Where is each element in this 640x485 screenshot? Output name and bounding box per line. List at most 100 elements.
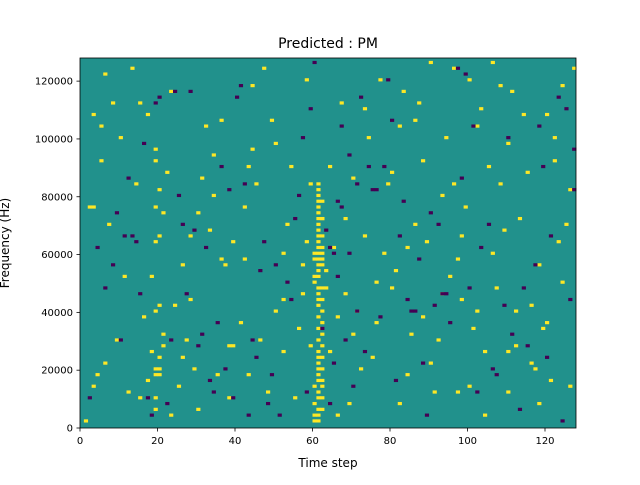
heatmap-cell-high <box>316 182 321 186</box>
heatmap-cell-low <box>564 107 569 111</box>
heatmap-cell-low <box>227 188 232 192</box>
heatmap-cell-low <box>343 338 348 342</box>
heatmap-cell-high <box>316 257 321 261</box>
heatmap-cell-high <box>459 297 464 302</box>
heatmap-cell-high <box>343 292 348 296</box>
heatmap-cell-high <box>316 211 321 215</box>
heatmap-cell-low <box>173 89 178 93</box>
heatmap-cell-high <box>455 390 461 394</box>
heatmap-cell-high <box>556 240 561 244</box>
heatmap-cell-high <box>300 292 306 296</box>
heatmap-cell-low <box>386 78 391 82</box>
heatmap-cell-low <box>266 401 271 406</box>
heatmap-cell-high <box>153 147 158 151</box>
heatmap-cell-high <box>200 176 205 180</box>
heatmap-cell-high <box>401 89 406 93</box>
heatmap-cell-high <box>316 292 321 296</box>
heatmap-cell-high <box>297 326 302 331</box>
heatmap-cell-low <box>111 263 116 267</box>
heatmap-cell-low <box>114 211 120 215</box>
heatmap-cell-high <box>316 240 321 244</box>
heatmap-cell-low <box>320 326 325 331</box>
heatmap-cell-low <box>448 321 453 325</box>
heatmap-cell-low <box>572 147 577 151</box>
heatmap-cell-low <box>204 245 209 250</box>
heatmap-cell-high <box>180 263 185 267</box>
heatmap-cell-high <box>452 182 457 186</box>
heatmap-cell-low <box>444 292 449 296</box>
heatmap-cell-high <box>207 228 213 232</box>
heatmap-cell-high <box>548 378 554 383</box>
heatmap-cell-high <box>316 188 321 192</box>
heatmap-cell-low <box>541 164 546 169</box>
heatmap-cell-high <box>448 274 453 278</box>
heatmap-cell-high <box>289 164 294 169</box>
heatmap-cell-high <box>231 240 236 244</box>
heatmap-cell-low <box>374 188 379 192</box>
heatmap-cell-high <box>227 396 232 400</box>
heatmap-cell-high <box>300 263 306 267</box>
heatmap-cell-low <box>169 338 174 342</box>
heatmap-cell-low <box>471 124 476 128</box>
heatmap-cell-high <box>514 344 519 348</box>
heatmap-cell-high <box>285 222 290 226</box>
heatmap-cell-high <box>281 349 286 354</box>
heatmap-cell-high <box>184 338 189 342</box>
heatmap-cell-high <box>250 84 255 88</box>
heatmap-cell-high <box>103 72 108 76</box>
heatmap-cell-high <box>219 257 224 261</box>
heatmap-cell-high <box>107 222 112 226</box>
heatmap-cell-low <box>413 309 418 313</box>
heatmap-cell-high <box>529 361 534 365</box>
heatmap-cell-high <box>258 338 263 342</box>
heatmap-cell-high <box>316 378 321 383</box>
heatmap-cell-high <box>494 286 499 290</box>
heatmap-cell-high <box>87 205 92 209</box>
heatmap-cell-high <box>510 89 515 93</box>
heatmap-cell-low <box>103 286 108 290</box>
heatmap-cell-high <box>335 315 340 319</box>
heatmap-cell-high <box>227 344 232 348</box>
heatmap-cell-high <box>417 101 422 105</box>
heatmap-cell-low <box>235 95 240 99</box>
heatmap-cell-low <box>219 164 224 169</box>
heatmap-cell-high <box>467 384 472 388</box>
heatmap-cell-low <box>568 297 573 302</box>
heatmap-cell-low <box>138 292 143 296</box>
heatmap-cell-high <box>537 263 542 267</box>
heatmap-cell-high <box>316 228 321 232</box>
heatmap-cell-high <box>153 367 158 371</box>
x-tick-label: 120 <box>535 436 554 447</box>
heatmap-cell-high <box>316 326 321 331</box>
heatmap-cell-high <box>316 407 321 411</box>
heatmap-cell-high <box>320 286 325 290</box>
heatmap-cell-high <box>169 413 174 417</box>
heatmap-cell-low <box>440 292 445 296</box>
heatmap-cell-high <box>498 84 503 88</box>
heatmap-cell-high <box>316 315 321 319</box>
heatmap-cell-low <box>238 84 244 88</box>
heatmap-cell-low <box>142 141 147 146</box>
heatmap-cell-high <box>455 257 461 261</box>
heatmap-cell-high <box>211 193 216 198</box>
heatmap-cell-high <box>378 78 383 82</box>
heatmap-cell-high <box>459 234 464 238</box>
heatmap-cell-low <box>95 245 100 250</box>
heatmap-cell-high <box>545 112 550 117</box>
heatmap-cell-high <box>529 303 534 307</box>
heatmap-cell-low <box>149 413 154 417</box>
heatmap-cell-high <box>316 297 321 302</box>
heatmap-cell-high <box>374 321 379 325</box>
heatmap-cell-low <box>215 321 220 325</box>
heatmap-cell-high <box>192 367 197 371</box>
heatmap-cell-high <box>320 263 325 267</box>
heatmap-cell-high <box>359 367 364 371</box>
heatmap-cell-high <box>316 367 321 371</box>
heatmap-cell-high <box>331 245 337 250</box>
heatmap-cell-high <box>486 164 492 169</box>
heatmap-cell-high <box>188 234 193 238</box>
heatmap-cell-low <box>328 245 333 250</box>
heatmap-cell-low <box>359 95 364 99</box>
heatmap-cell-high <box>320 355 325 359</box>
heatmap-cell-high <box>238 321 244 325</box>
